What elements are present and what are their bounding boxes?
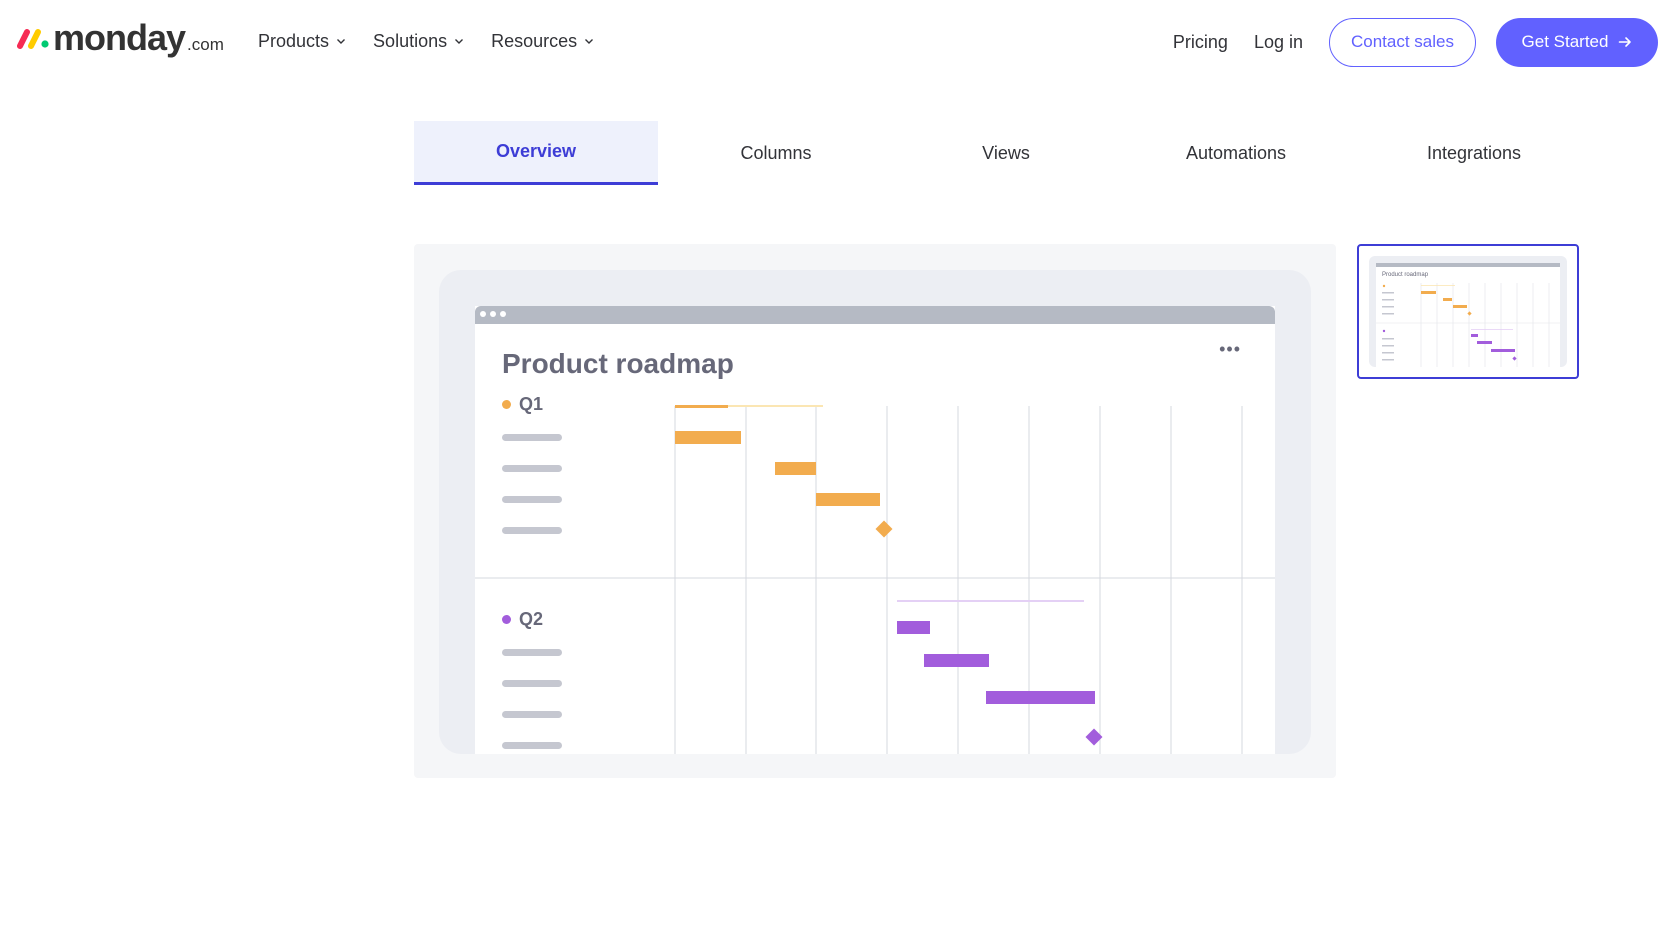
q1-task-bar <box>675 431 741 444</box>
group-label-q1: Q1 <box>502 394 543 415</box>
thumbnail-window: Product roadmap <box>1376 263 1560 367</box>
preview-thumbnail[interactable]: Product roadmap <box>1357 244 1579 379</box>
q2-milestone-diamond <box>1085 728 1103 746</box>
tab-overview[interactable]: Overview <box>414 121 658 185</box>
q2-task-bar <box>897 621 930 634</box>
group-label-q2: Q2 <box>502 609 543 630</box>
login-link[interactable]: Log in <box>1253 31 1303 52</box>
board-title: Product roadmap <box>502 348 734 379</box>
logo-tld: .com <box>187 35 224 54</box>
contact-sales-label: Contact sales <box>1351 32 1454 51</box>
feature-tabs: Overview Columns Views Automations Integ… <box>414 121 1574 185</box>
q2-summary-track <box>897 600 1084 602</box>
preview-frame: ••• Product roadmap <box>439 270 1311 754</box>
q1-task-bar <box>775 462 816 475</box>
contact-sales-button[interactable]: Contact sales <box>1329 17 1476 67</box>
thumbnail-title-bar <box>1376 263 1560 267</box>
nav-products-label: Products <box>258 30 330 51</box>
logo-wordmark: monday <box>53 17 186 58</box>
main-nav: Products Solutions Resources <box>258 28 595 54</box>
board-window: ••• Product roadmap <box>475 306 1275 754</box>
q1-dot-icon <box>502 400 511 409</box>
feature-preview: ••• Product roadmap <box>414 244 1336 778</box>
group-q2-text: Q2 <box>519 609 544 629</box>
get-started-button[interactable]: Get Started <box>1496 17 1658 67</box>
q2-task-bar <box>986 691 1095 704</box>
q2-dot-icon <box>502 615 511 624</box>
pricing-link[interactable]: Pricing <box>1172 31 1228 52</box>
q2-task-bar <box>924 654 989 667</box>
gantt-chart <box>475 405 1275 754</box>
chevron-down-icon <box>455 39 464 44</box>
tab-automations[interactable]: Automations <box>1185 142 1287 163</box>
chevron-down-icon <box>585 39 594 44</box>
window-title-bar <box>475 306 1275 324</box>
gantt-grid <box>475 406 1275 754</box>
q1-item-placeholders <box>502 434 562 534</box>
get-started-label: Get Started <box>1521 32 1609 51</box>
q1-milestone-diamond <box>875 520 893 538</box>
nav-solutions-label: Solutions <box>373 30 448 51</box>
arrow-right-icon <box>1619 37 1632 47</box>
monday-logo-icon <box>17 29 49 49</box>
header-actions: Pricing Log in Contact sales Get Started <box>1173 17 1672 67</box>
thumbnail-frame: Product roadmap <box>1369 256 1567 367</box>
more-horizontal-icon: ••• <box>1219 339 1241 359</box>
tab-integrations[interactable]: Integrations <box>1426 142 1522 163</box>
q2-item-placeholders <box>502 649 562 749</box>
window-dots-icon <box>480 311 506 317</box>
q1-summary-progress <box>675 405 728 408</box>
tab-views[interactable]: Views <box>982 142 1030 163</box>
monday-logo[interactable]: monday .com <box>16 18 224 58</box>
tab-columns[interactable]: Columns <box>740 142 812 163</box>
thumbnail-title: Product roadmap <box>1382 272 1429 278</box>
thumbnail-gantt <box>1376 283 1560 367</box>
nav-resources[interactable]: Resources <box>491 28 595 54</box>
top-header: monday .com Products Solutions Resources… <box>0 0 1672 82</box>
group-q1-text: Q1 <box>519 394 544 414</box>
q1-task-bar <box>816 493 880 506</box>
nav-resources-label: Resources <box>491 30 578 51</box>
nav-solutions[interactable]: Solutions <box>373 28 465 54</box>
nav-products[interactable]: Products <box>258 28 347 54</box>
chevron-down-icon <box>337 39 346 44</box>
q1-summary-track <box>675 405 823 407</box>
